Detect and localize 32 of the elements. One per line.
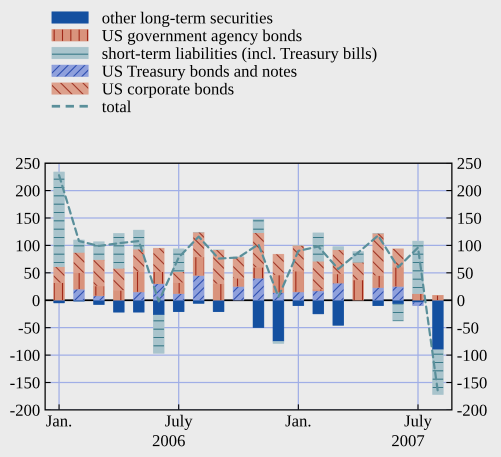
legend-label: total xyxy=(102,100,132,112)
y-tick-label: 100 xyxy=(16,240,40,252)
y2-tick-label: 0 xyxy=(457,294,464,306)
y-tick-label: 250 xyxy=(16,158,40,170)
x-tick-label: July xyxy=(165,414,193,430)
y2-tick-label: 200 xyxy=(457,185,482,197)
y-tick-label: 200 xyxy=(16,185,40,197)
text: 2006 xyxy=(152,435,185,446)
x-tick-label: Jan. xyxy=(46,415,72,427)
y-tick-label: -150 xyxy=(10,377,40,388)
legend-label: US government agency bonds xyxy=(102,30,302,45)
y2-tick-label: -200 xyxy=(457,404,487,416)
y-tick-label: -50 xyxy=(18,322,40,334)
y-tick-label: -100 xyxy=(10,350,40,362)
y-tick-label: -200 xyxy=(10,404,40,416)
y2-tick-label: -150 xyxy=(457,377,487,388)
y-tick-label: 0 xyxy=(32,294,40,306)
legend-label: US corporate bonds xyxy=(102,82,234,98)
y2-tick-label: 100 xyxy=(458,240,482,252)
y-tick-label: 150 xyxy=(16,212,40,224)
y2-tick-label: -100 xyxy=(457,350,487,362)
legend-label: short-term liabilities (incl. Treasury bills) xyxy=(102,47,376,62)
y2-tick-label: 150 xyxy=(458,212,482,224)
legend-label: US Treasury bonds and notes xyxy=(102,65,297,80)
y2-tick-label: 250 xyxy=(457,158,482,170)
y2-tick-label: -50 xyxy=(457,322,478,334)
x-tick-label: Jan. xyxy=(286,415,310,427)
y-tick-label: 50 xyxy=(24,268,40,279)
text: 2007 xyxy=(392,435,424,446)
x-tick-label: July xyxy=(404,414,432,430)
y2-tick-label: 50 xyxy=(458,268,473,279)
legend-label: other long-term securities xyxy=(102,12,272,27)
